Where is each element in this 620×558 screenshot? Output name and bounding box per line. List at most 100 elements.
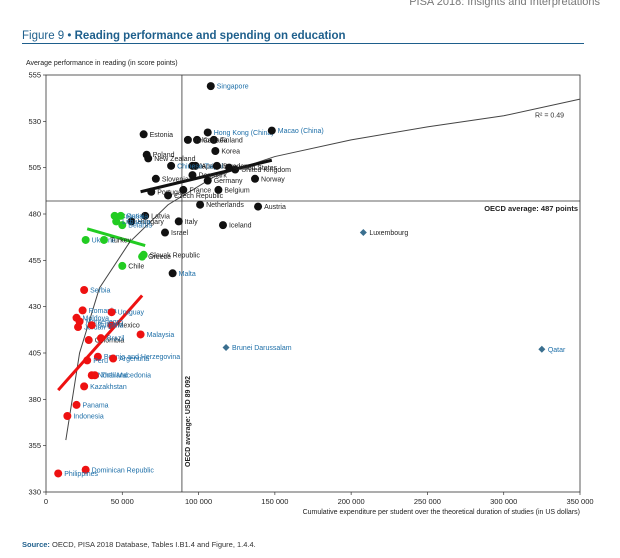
point-malta	[168, 269, 177, 278]
point-label-netherlands: Netherlands	[206, 202, 244, 209]
point-netherlands	[196, 200, 205, 209]
point-label-czech-republic: Czech Republic	[174, 193, 224, 200]
point-greece	[138, 252, 147, 261]
point-label-lithuania: Lithuania	[122, 219, 151, 226]
point-label-united-states: United States	[235, 165, 278, 172]
y-tick-label: 355	[28, 441, 41, 450]
point-dominican-republic	[81, 465, 90, 474]
y-tick-label: 430	[28, 302, 41, 311]
point-germany	[203, 176, 212, 185]
point-malaysia	[136, 330, 145, 339]
x-tick-label: 300 000	[490, 497, 517, 506]
point-label-slovak-republic: Slovak Republic	[150, 252, 201, 259]
point-label-russia: Russia	[127, 213, 149, 220]
point-label-philippines: Philippines	[64, 471, 98, 478]
point-uruguay	[107, 308, 116, 317]
point-indonesia	[63, 412, 72, 421]
x-tick-label: 100 000	[185, 497, 212, 506]
point-austria	[254, 202, 263, 211]
point-italy	[174, 217, 183, 226]
point-label-serbia: Serbia	[90, 287, 110, 294]
point-turkey	[99, 235, 108, 244]
title-rule	[22, 43, 584, 44]
point-israel	[161, 228, 170, 237]
point-thailand	[90, 371, 99, 380]
figure-header: PISA 2018: Insights and Interpretations …	[22, 0, 600, 44]
y-tick-label: 380	[28, 395, 41, 404]
point-label-ireland: Ireland	[194, 137, 216, 144]
point-label-luxembourg: Luxembourg	[369, 230, 408, 237]
x-tick-label: 250 000	[414, 497, 441, 506]
y-tick-label: 530	[28, 117, 41, 126]
point-portugal	[147, 187, 156, 196]
point-slovenia	[151, 174, 160, 183]
point-label-brunei-darussalam: Brunei Darussalam	[232, 345, 292, 352]
y-axis-title: Average performance in reading (in score…	[26, 60, 178, 67]
point-label-new-zealand: New Zealand	[154, 156, 195, 163]
point-label-finland: Finland	[220, 137, 243, 144]
plot-frame	[45, 74, 581, 493]
point-kazakhstan	[80, 382, 89, 391]
point-united-states	[225, 163, 234, 172]
y-tick-label: 555	[28, 71, 41, 80]
point-label-montenegro: Montenegro	[86, 319, 123, 326]
point-latvia	[141, 211, 150, 220]
point-lithuania	[112, 217, 121, 226]
point-label-uruguay: Uruguay	[118, 310, 145, 317]
point-canada	[193, 135, 202, 144]
trend-line-high	[140, 158, 273, 194]
point-russia	[116, 211, 125, 220]
point-singapore	[206, 82, 215, 91]
running-header: PISA 2018: Insights and Interpretations	[409, 0, 600, 8]
point-label-chile: Chile	[128, 263, 144, 270]
point-peru	[83, 356, 92, 365]
point-label-chinese-taipei: Chinese Taipei	[177, 163, 223, 170]
point-label-malta: Malta	[179, 271, 196, 278]
point-label-kazakhstan: Kazakhstan	[90, 384, 127, 391]
point-label-bosnia-and-herzegovina: Bosnia and Herzegovina	[104, 354, 180, 361]
x-axis-title: Cumulative expenditure per student over …	[303, 509, 580, 516]
figure-title: Figure 9 • Reading performance and spend…	[22, 30, 346, 42]
point-label-jordan: Jordan	[84, 325, 106, 332]
point-chile	[118, 261, 127, 270]
point-denmark	[188, 171, 197, 180]
scatter-chart: 330 355 380 405 430 455 480 505 530 555 0 50 000 100…	[26, 60, 594, 516]
point-qatar	[538, 345, 546, 353]
figure-number: Figure 9	[22, 30, 65, 42]
point-estonia	[139, 130, 148, 139]
point-chinese-taipei	[167, 161, 176, 170]
point-label-malaysia: Malaysia	[147, 332, 175, 339]
point-ukraine	[81, 235, 90, 244]
y-tick-label: 405	[28, 349, 41, 358]
point-czech-republic	[164, 191, 173, 200]
point-label-latvia: Latvia	[151, 213, 170, 220]
point-romania	[78, 306, 87, 315]
point-argentina	[109, 354, 118, 363]
point-mexico	[107, 321, 116, 330]
point-label-france: France	[189, 187, 211, 194]
point-jordan	[74, 323, 83, 332]
figure-title-text: Reading performance and spending on educ…	[74, 30, 346, 42]
point-label-turkey: Turkey	[110, 237, 132, 244]
point-label-japan: Japan	[198, 163, 217, 170]
point-label-romania: Romania	[89, 308, 117, 315]
point-label-greece: Greece	[148, 254, 171, 261]
source-label: Source:	[22, 540, 50, 549]
point-label-panama: Panama	[83, 402, 109, 409]
point-label-colombia: Colombia	[95, 338, 125, 345]
point-korea	[211, 146, 220, 155]
point-panama	[72, 400, 81, 409]
point-united-kingdom	[231, 165, 240, 174]
source-text: OECD, PISA 2018 Database, Tables I.B1.4 …	[52, 540, 256, 549]
point-brunei-darussalam	[222, 343, 230, 351]
point-label-brazil: Brazil	[107, 336, 125, 343]
y-tick-label: 480	[28, 210, 41, 219]
point-label-croatia: Croatia	[121, 213, 144, 220]
point-label-estonia: Estonia	[150, 132, 173, 139]
point-label-germany: Germany	[214, 178, 243, 185]
point-luxembourg	[359, 229, 367, 237]
point-label-north-macedonia: North Macedonia	[98, 373, 151, 380]
point-colombia	[84, 336, 93, 345]
point-label-thailand: Thailand	[101, 373, 128, 380]
point-label-peru: Peru	[93, 358, 108, 365]
